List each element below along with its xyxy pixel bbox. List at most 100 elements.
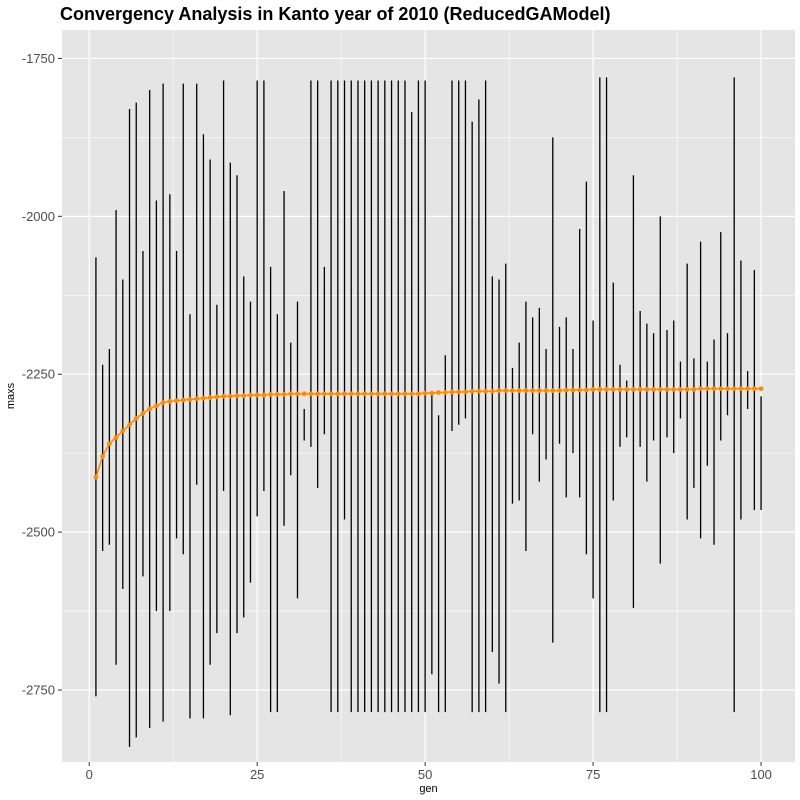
- data-point: [637, 386, 643, 392]
- y-tick-label: -2250: [22, 367, 55, 382]
- data-point: [261, 392, 267, 398]
- data-point: [113, 434, 119, 440]
- data-point: [395, 391, 401, 397]
- data-point: [234, 393, 240, 399]
- data-point: [281, 392, 287, 397]
- data-point: [503, 388, 509, 394]
- data-point: [469, 388, 475, 394]
- data-point: [335, 391, 341, 397]
- data-point: [187, 397, 193, 402]
- data-point: [436, 390, 441, 395]
- data-point: [201, 395, 206, 401]
- data-point: [624, 386, 630, 392]
- data-point: [268, 392, 274, 397]
- data-point: [254, 392, 260, 398]
- data-point: [483, 388, 489, 394]
- data-point: [442, 390, 448, 395]
- mean-line: [95, 387, 762, 478]
- data-point: [550, 388, 556, 394]
- data-point: [362, 391, 368, 397]
- data-point: [315, 391, 321, 397]
- chart-title: Convergency Analysis in Kanto year of 20…: [60, 4, 610, 24]
- data-point: [301, 391, 307, 397]
- data-point: [698, 386, 704, 392]
- data-point: [583, 387, 589, 393]
- x-tick-label: 0: [86, 767, 93, 782]
- data-point: [536, 388, 542, 394]
- data-point: [678, 386, 683, 392]
- data-point: [510, 388, 515, 394]
- data-point: [368, 391, 374, 397]
- data-point: [691, 386, 697, 392]
- data-point: [422, 390, 428, 396]
- data-point: [476, 388, 482, 394]
- data-point: [295, 391, 300, 397]
- data-point: [274, 392, 280, 397]
- y-tick-label: -1750: [22, 51, 55, 66]
- data-point: [382, 391, 388, 397]
- data-point: [745, 386, 751, 392]
- data-point: [355, 391, 361, 397]
- data-point: [133, 416, 139, 421]
- data-point: [557, 388, 562, 394]
- grid-minor: [62, 30, 795, 762]
- data-point: [127, 422, 132, 428]
- data-point: [570, 387, 576, 393]
- data-point: [684, 386, 690, 392]
- x-axis-label: gen: [419, 783, 437, 795]
- data-point: [375, 391, 381, 397]
- data-point: [221, 393, 226, 399]
- data-point: [248, 392, 253, 398]
- data-point: [530, 388, 536, 394]
- data-point: [207, 395, 213, 400]
- tick-labels: 0 25 50 75 100 -1750 -2000 -2250 -2500 -2750: [22, 51, 772, 782]
- data-point: [348, 391, 354, 397]
- data-point: [651, 386, 656, 392]
- data-point: [711, 386, 717, 392]
- series-line: [95, 387, 762, 478]
- data-point: [489, 388, 495, 394]
- data-point: [449, 389, 455, 395]
- data-point: [718, 386, 724, 392]
- data-point: [543, 388, 549, 394]
- y-axis-label: maxs: [5, 382, 17, 409]
- data-point: [429, 390, 435, 396]
- data-point: [563, 387, 569, 393]
- data-point: [738, 386, 744, 392]
- data-point: [758, 386, 764, 392]
- data-point: [241, 393, 247, 399]
- data-point: [597, 386, 603, 392]
- data-point: [671, 386, 677, 392]
- data-point: [751, 386, 757, 392]
- data-point: [577, 387, 583, 393]
- mean-points: [93, 386, 764, 480]
- data-point: [664, 386, 670, 392]
- y-tick-label: -2500: [22, 525, 55, 540]
- data-point: [725, 386, 730, 392]
- data-point: [409, 391, 415, 397]
- data-point: [389, 391, 394, 397]
- data-point: [147, 406, 153, 412]
- data-point: [704, 386, 710, 392]
- data-point: [100, 453, 106, 459]
- data-point: [463, 389, 468, 395]
- data-point: [456, 389, 462, 395]
- data-point: [227, 393, 233, 399]
- data-point: [140, 410, 146, 416]
- x-tick-label: 50: [418, 767, 432, 782]
- data-point: [617, 386, 623, 392]
- data-point: [523, 388, 529, 394]
- x-tick-label: 25: [250, 767, 264, 782]
- data-point: [610, 386, 616, 392]
- data-point: [93, 474, 99, 480]
- data-point: [416, 391, 421, 397]
- data-point: [328, 391, 334, 397]
- data-point: [402, 391, 408, 397]
- data-point: [180, 397, 186, 403]
- data-point: [644, 386, 650, 392]
- data-point: [631, 386, 636, 392]
- data-point: [288, 391, 294, 397]
- data-point: [160, 400, 166, 406]
- data-point: [342, 391, 347, 397]
